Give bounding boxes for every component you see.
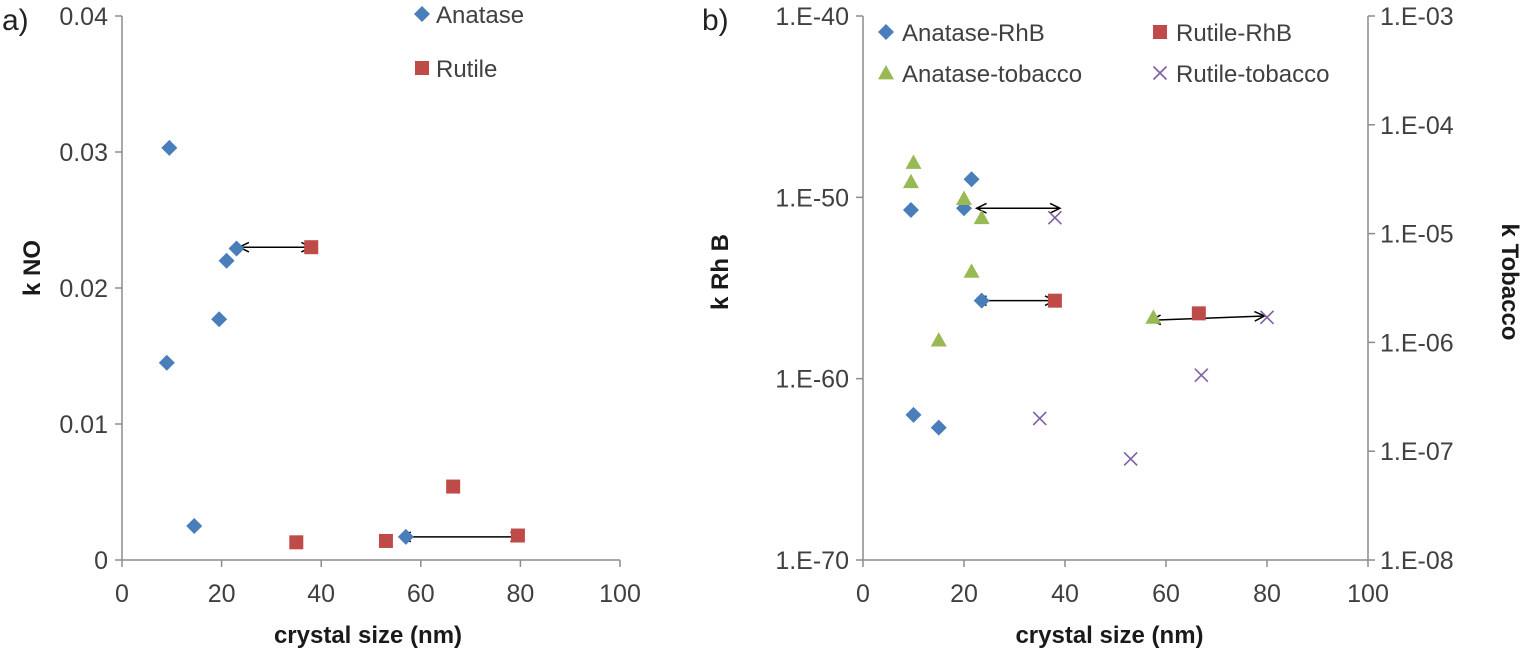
anatase-rhb-point [902,202,919,219]
anatase-point [186,518,203,534]
legend-label-rutile-tobacco: Rutile-tobacco [1176,61,1329,88]
x-tick-label: 0 [856,580,870,608]
right-y-tick-label: 1.E-03 [1380,3,1454,31]
legend-marker-anatase-rhb [878,24,894,40]
x-tick-label: 80 [506,580,534,608]
legend-marker-rutile [415,61,429,75]
right-y-tick-label: 1.E-07 [1380,438,1454,466]
rutile-rhb-point [1047,293,1062,308]
right-y-tick-label: 1.E-04 [1380,112,1454,140]
rutile-point [304,240,319,255]
right-y-tick-label: 1.E-08 [1380,547,1454,575]
arrow-b-1-head-start [974,202,987,214]
y-tick-label: 0 [94,547,108,575]
legend-marker-rutile-tobacco [1152,65,1168,81]
rutile-point [289,535,304,550]
anatase-point [161,139,178,156]
y-tick-label: 0.04 [59,3,108,31]
anatase-rhb-point [930,419,947,436]
rutile-rhb-point [1191,306,1206,321]
y-tick-label: 0.02 [59,275,108,303]
left-y-tick-label: 1.E-60 [775,366,849,394]
right-y-tick-label: 1.E-06 [1380,329,1454,357]
legend-label-anatase-rhb: Anatase-RhB [902,20,1045,47]
rutile-point [378,533,393,548]
x-tick-label: 80 [1253,580,1281,608]
arrow-a-1 [237,241,313,253]
panel-b: b) 1.E-40 1.E-50 1.E-60 1.E-70 1.E-03 1.E-04 1.… [702,3,1523,649]
x-axis-title: crystal size (nm) [1015,622,1203,649]
arrow-b-3-head-end [1254,310,1267,322]
anatase-tobacco-point [963,263,980,278]
x-tick-label: 20 [208,580,236,608]
anatase-tobacco-point [902,173,919,189]
legend-label-rutile-rhb: Rutile-RhB [1176,20,1292,47]
x-tick-label: 40 [307,580,335,608]
rutile-point [446,479,461,494]
anatase-point [397,528,414,545]
x-axis-title: crystal size (nm) [274,622,462,649]
anatase-tobacco-point [1145,309,1162,324]
arrow-b-1 [974,202,1062,214]
rutile-tobacco-point [1047,210,1062,225]
arrow-b-1-head-end [1049,202,1062,214]
legend-label-anatase-tobacco: Anatase-tobacco [902,61,1082,88]
right-y-axis-title: k Tobacco [1496,224,1523,341]
panel-label-b: b) [702,4,729,37]
rutile-tobacco-point [1259,310,1275,325]
arrow-b-3 [1149,310,1267,326]
legend-marker-anatase [414,6,430,22]
legend-label-anatase: Anatase [436,2,524,29]
anatase-point [218,252,235,269]
anatase-rhb-point [963,171,980,188]
right-y-tick-label: 1.E-05 [1380,221,1454,249]
left-y-tick-label: 1.E-40 [775,3,849,31]
anatase-point [228,240,245,257]
anatase-rhb-point [905,406,922,423]
anatase-rhb-point [973,292,990,309]
x-tick-label: 60 [1152,580,1180,608]
x-tick-label: 40 [1051,580,1079,608]
x-tick-label: 0 [115,580,129,608]
panel-label-a: a) [2,4,29,37]
x-tick-label: 100 [1347,580,1389,608]
x-tick-label: 100 [599,580,641,608]
anatase-tobacco-point [930,332,947,347]
x-tick-label: 20 [950,580,978,608]
anatase-tobacco-point [956,190,972,205]
arrow-b-3-shaft [1150,315,1265,321]
y-axis-title: k NO [19,240,46,296]
left-y-tick-label: 1.E-50 [775,184,849,212]
rutile-tobacco-point [1123,451,1138,466]
left-y-axis-title: k Rh B [707,234,734,310]
legend-marker-rutile-rhb [1153,25,1167,39]
anatase-point [211,311,228,328]
rutile-tobacco-point [1032,411,1047,426]
rutile-point [510,528,525,543]
anatase-point [158,354,175,371]
panel-a: a) 0 0.01 0.02 0.03 0.04 0 20 40 60 80 100 crystal s… [2,2,641,649]
anatase-tobacco-point [973,209,990,225]
arrow-a-2 [399,531,523,543]
y-tick-label: 0.03 [59,139,108,167]
x-tick-label: 60 [407,580,435,608]
legend-marker-anatase-tobacco [878,65,894,80]
left-y-tick-label: 1.E-70 [775,547,849,575]
legend-label-rutile: Rutile [436,56,497,83]
y-tick-label: 0.01 [59,411,108,439]
rutile-tobacco-point [1194,368,1209,383]
anatase-tobacco-point [905,154,922,169]
